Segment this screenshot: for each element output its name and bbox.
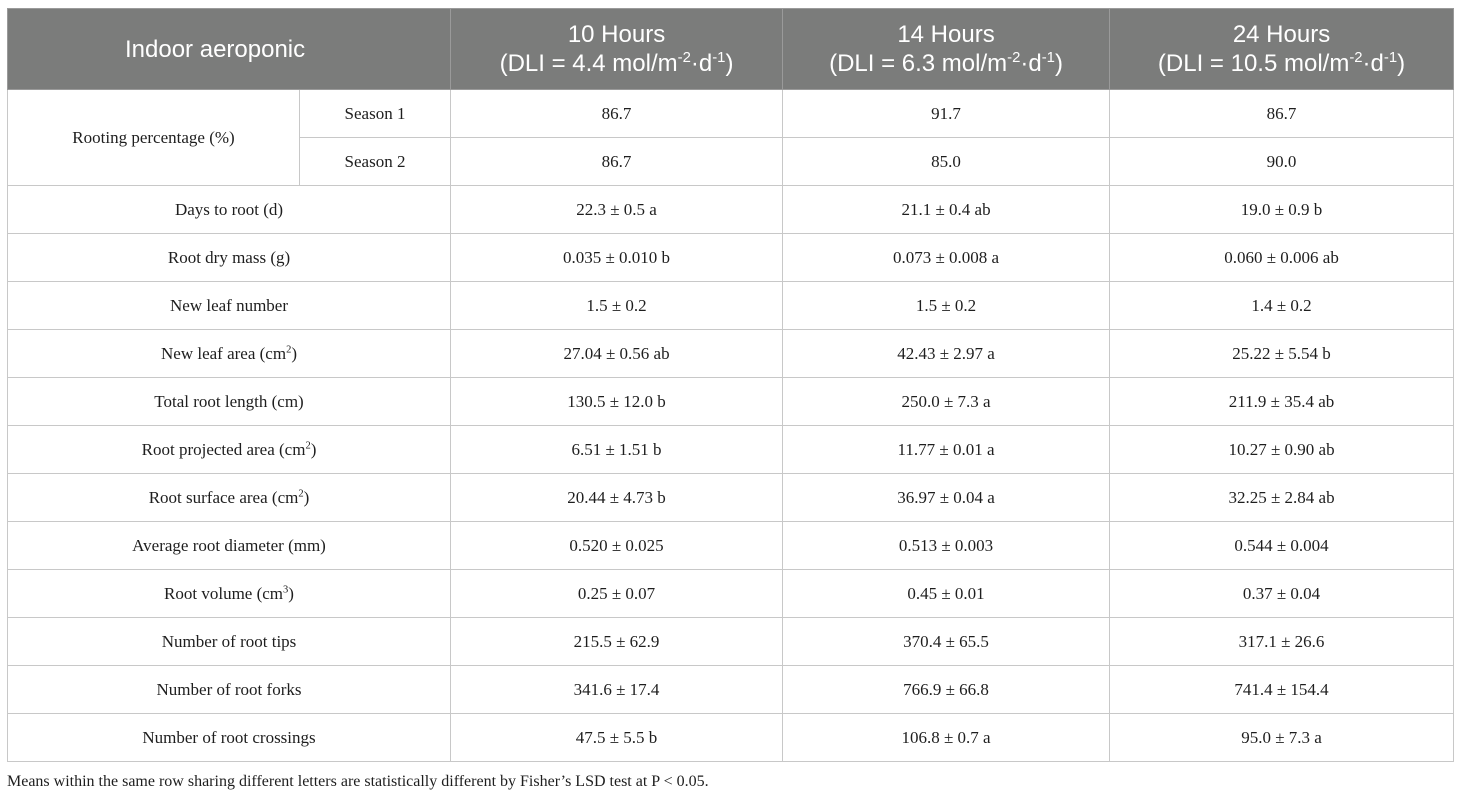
table-row: New leaf number 1.5 ± 0.2 1.5 ± 0.2 1.4 ± 0… [6,281,1455,330]
results-table: Indoor aeroponic 10 Hours (DLI = 4.4 mol… [6,8,1455,762]
table-cell: 211.9 ± 35.4 ab [1109,377,1455,426]
table-cell: 0.37 ± 0.04 [1109,569,1455,618]
table-row: Number of root crossings 47.5 ± 5.5 b 106.… [6,713,1455,762]
table-cell: 20.44 ± 4.73 b [450,473,784,522]
table-cell: 86.7 [450,89,784,138]
table-row: Root surface area (cm2) 20.44 ± 4.73 b 36.… [6,473,1455,522]
table-cell: 42.43 ± 2.97 a [782,329,1111,378]
table-row: Average root diameter (mm) 0.520 ± 0.025 0… [6,521,1455,570]
table-cell: 47.5 ± 5.5 b [450,713,784,762]
table-row: Root volume (cm3) 0.25 ± 0.07 0.45 ± 0.01 0… [6,569,1455,618]
table-cell: 21.1 ± 0.4 ab [782,185,1111,234]
table-cell: 341.6 ± 17.4 [450,665,784,714]
table-cell: 22.3 ± 0.5 a [450,185,784,234]
table-row-season-2: Season 2 86.7 85.0 90.0 [8,137,1455,186]
table-row: Number of root tips 215.5 ± 62.9 370.4 ± 6… [6,617,1455,666]
table-cell: 0.520 ± 0.025 [450,521,784,570]
table-row: Total root length (cm) 130.5 ± 12.0 b 250.… [6,377,1455,426]
table-row: Root dry mass (g) 0.035 ± 0.010 b 0.073 ± … [6,233,1455,282]
table-cell: 27.04 ± 0.56 ab [450,329,784,378]
table-row: New leaf area (cm2) 27.04 ± 0.56 ab 42.43 … [6,329,1455,378]
table-cell: 25.22 ± 5.54 b [1109,329,1455,378]
header-row: Indoor aeroponic 10 Hours (DLI = 4.4 mol… [6,8,1455,90]
table-cell: 215.5 ± 62.9 [450,617,784,666]
row-label-rooting-percentage: Rooting percentage (%) [7,89,300,186]
row-label: Number of root tips [6,617,452,666]
table-cell: 0.035 ± 0.010 b [450,233,784,282]
table-cell: 1.4 ± 0.2 [1109,281,1455,330]
table-cell: 1.5 ± 0.2 [782,281,1111,330]
table-cell: 6.51 ± 1.51 b [450,425,784,474]
table-cell: 0.45 ± 0.01 [782,569,1111,618]
table-cell: 1.5 ± 0.2 [450,281,784,330]
table-cell: 250.0 ± 7.3 a [782,377,1111,426]
row-label: Average root diameter (mm) [6,521,452,570]
header-col-14h: 14 Hours (DLI = 6.3 mol/m-2·d-1) [782,8,1111,90]
table-cell: 32.25 ± 2.84 ab [1109,473,1455,522]
table-cell: 85.0 [782,137,1111,186]
table-cell: 11.77 ± 0.01 a [782,425,1111,474]
header-col-10h: 10 Hours (DLI = 4.4 mol/m-2·d-1) [450,8,784,90]
results-table-wrapper: Indoor aeroponic 10 Hours (DLI = 4.4 mol… [6,8,1455,762]
table-footnote: Means within the same row sharing differ… [7,773,709,790]
season-label: Season 1 [298,89,452,138]
table-row-season-1: Rooting percentage (%) Season 1 86.7 91.… [7,89,1455,186]
table-cell: 766.9 ± 66.8 [782,665,1111,714]
row-label: Root dry mass (g) [6,233,452,282]
table-cell: 741.4 ± 154.4 [1109,665,1455,714]
row-label: Days to root (d) [6,185,452,234]
header-corner: Indoor aeroponic [6,8,452,90]
table-cell: 106.8 ± 0.7 a [782,713,1111,762]
row-label: Number of root forks [6,665,452,714]
table-cell: 130.5 ± 12.0 b [450,377,784,426]
table-cell: 36.97 ± 0.04 a [782,473,1111,522]
table-row: Days to root (d) 22.3 ± 0.5 a 21.1 ± 0.4 a… [6,185,1455,234]
table-cell: 0.073 ± 0.008 a [782,233,1111,282]
season-label: Season 2 [298,137,452,186]
row-label: Number of root crossings [6,713,452,762]
table-cell: 19.0 ± 0.9 b [1109,185,1455,234]
table-cell: 0.060 ± 0.006 ab [1109,233,1455,282]
row-label: New leaf number [6,281,452,330]
row-label: Root surface area (cm2) [6,473,452,522]
row-label: Total root length (cm) [6,377,452,426]
header-col-24h: 24 Hours (DLI = 10.5 mol/m-2·d-1) [1109,8,1455,90]
table-row: Root projected area (cm2) 6.51 ± 1.51 b 11… [6,425,1455,474]
table-cell: 0.513 ± 0.003 [782,521,1111,570]
table-cell: 95.0 ± 7.3 a [1109,713,1455,762]
row-label: Root projected area (cm2) [6,425,452,474]
table-row: Number of root forks 341.6 ± 17.4 766.9 ± … [6,665,1455,714]
table-cell: 0.25 ± 0.07 [450,569,784,618]
table-cell: 370.4 ± 65.5 [782,617,1111,666]
row-label: New leaf area (cm2) [6,329,452,378]
row-label: Root volume (cm3) [6,569,452,618]
table-cell: 317.1 ± 26.6 [1109,617,1455,666]
table-cell: 0.544 ± 0.004 [1109,521,1455,570]
table-cell: 90.0 [1109,137,1455,186]
table-cell: 10.27 ± 0.90 ab [1109,425,1455,474]
table-cell: 86.7 [450,137,784,186]
table-cell: 91.7 [782,89,1111,138]
table-cell: 86.7 [1109,89,1455,138]
